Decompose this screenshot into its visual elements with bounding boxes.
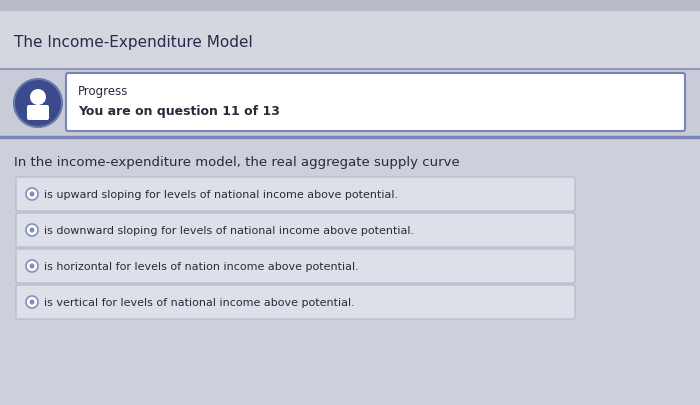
Circle shape [26, 260, 38, 272]
Text: The Income-Expenditure Model: The Income-Expenditure Model [14, 34, 253, 49]
Circle shape [30, 90, 46, 106]
Text: You are on question 11 of 13: You are on question 11 of 13 [78, 105, 280, 118]
FancyBboxPatch shape [0, 12, 700, 70]
Text: Progress: Progress [78, 85, 128, 98]
Circle shape [14, 80, 62, 128]
FancyBboxPatch shape [16, 177, 575, 211]
Circle shape [26, 224, 38, 237]
FancyBboxPatch shape [0, 138, 700, 405]
Circle shape [29, 228, 34, 233]
Text: In the income-expenditure model, the real aggregate supply curve: In the income-expenditure model, the rea… [14, 156, 460, 169]
FancyBboxPatch shape [66, 74, 685, 132]
Circle shape [26, 296, 38, 308]
Text: is vertical for levels of national income above potential.: is vertical for levels of national incom… [44, 297, 355, 307]
FancyBboxPatch shape [16, 213, 575, 247]
Text: is downward sloping for levels of national income above potential.: is downward sloping for levels of nation… [44, 226, 414, 235]
Circle shape [29, 264, 34, 269]
FancyBboxPatch shape [16, 249, 575, 284]
Text: is upward sloping for levels of national income above potential.: is upward sloping for levels of national… [44, 190, 398, 200]
Circle shape [29, 192, 34, 197]
FancyBboxPatch shape [16, 285, 575, 319]
Circle shape [29, 300, 34, 305]
FancyBboxPatch shape [27, 106, 49, 121]
Text: is horizontal for levels of nation income above potential.: is horizontal for levels of nation incom… [44, 261, 358, 271]
Circle shape [26, 189, 38, 200]
FancyBboxPatch shape [0, 0, 700, 12]
FancyBboxPatch shape [0, 70, 700, 138]
